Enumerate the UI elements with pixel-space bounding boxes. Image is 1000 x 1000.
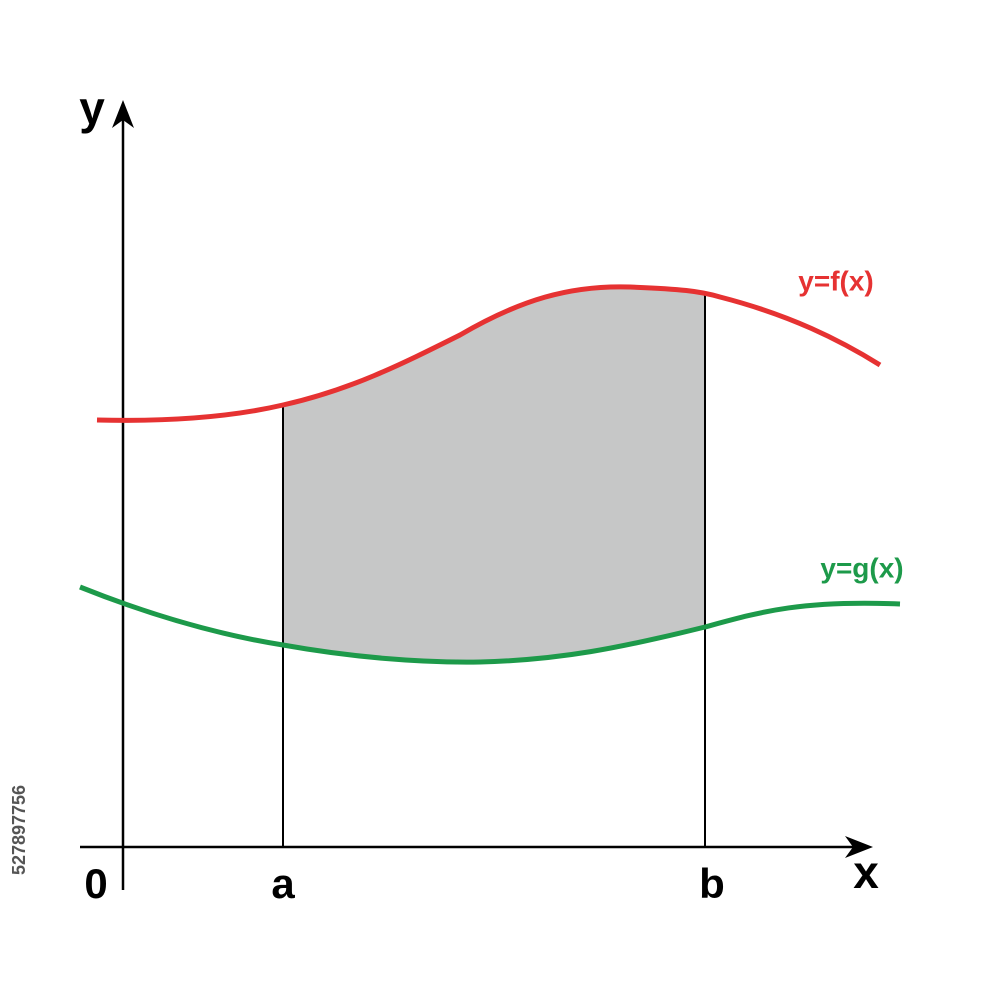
curve-f [96,284,882,423]
watermark-id: 527897756 [9,785,29,875]
y-arrow [112,100,134,128]
x-label: x [853,846,879,898]
curve-g [79,584,901,665]
bound-label-a: a [271,860,295,907]
bound-label-b: b [699,860,725,907]
y-label: y [79,82,105,134]
curve-f-label: y=f(x) [798,265,873,296]
x-arrow [845,836,873,858]
area [283,286,705,663]
curve-g-label: y=g(x) [820,552,903,583]
origin-label: 0 [84,860,107,907]
